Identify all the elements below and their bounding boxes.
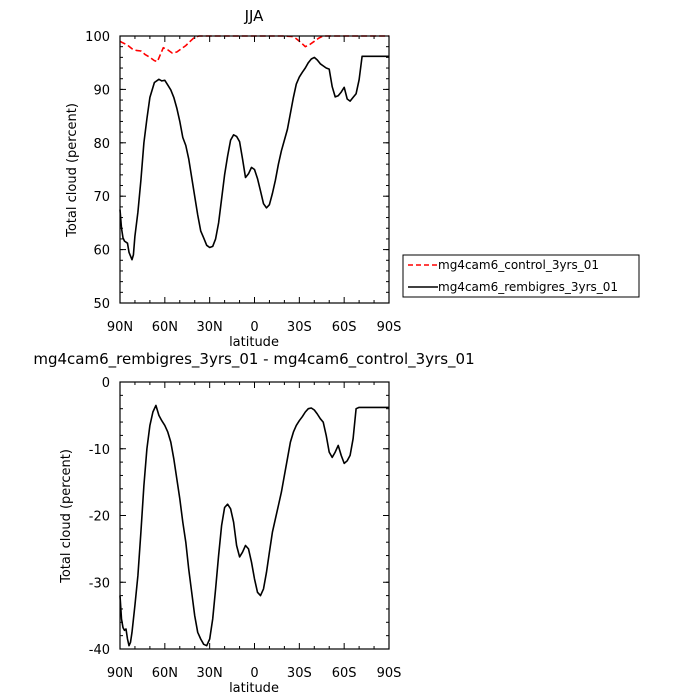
x-tick-label: 0 <box>250 320 258 335</box>
x-tick-label: 90S <box>377 666 402 681</box>
top-y-axis-label: Total cloud (percent) <box>65 103 80 238</box>
series-line-1-0 <box>119 404 389 647</box>
legend-box <box>402 254 640 298</box>
bottom-x-axis-label: latitude <box>229 681 279 696</box>
x-tick-label: 30S <box>287 320 312 335</box>
top-panel: JJA 90N 60N 30N 0 30S 60S 90S 50 60 70 80 90 100 lat… <box>65 7 401 350</box>
y-tick-label: 0 <box>102 376 110 391</box>
y-tick-label: 70 <box>93 190 110 205</box>
x-tick-label: 30N <box>197 666 223 681</box>
x-tick-label: 60N <box>152 320 178 335</box>
y-tick-label: 60 <box>93 244 110 259</box>
x-tick-label: 60N <box>152 666 178 681</box>
top-x-axis-label: latitude <box>229 335 279 350</box>
legend-label-rembigres: mg4cam6_rembigres_3yrs_01 <box>438 280 618 294</box>
top-panel-title: JJA <box>244 7 265 25</box>
legend: mg4cam6_control_3yrs_01 mg4cam6_rembigre… <box>402 254 640 298</box>
x-tick-label: 60S <box>332 666 357 681</box>
x-tick-label: 30S <box>287 666 312 681</box>
y-tick-label: -10 <box>89 443 110 458</box>
series-line-0-1 <box>119 55 389 261</box>
y-tick-label: -30 <box>89 576 110 591</box>
y-tick-label: -20 <box>89 510 110 525</box>
y-tick-label: 80 <box>93 137 110 152</box>
bottom-panel: mg4cam6_rembigres_3yrs_01 - mg4cam6_cont… <box>33 350 474 696</box>
x-tick-label: 90S <box>377 320 402 335</box>
y-tick-label: 90 <box>93 83 110 98</box>
bottom-y-axis-label: Total cloud (percent) <box>59 449 74 584</box>
x-tick-label: 30N <box>197 320 223 335</box>
y-tick-label: 50 <box>93 297 110 312</box>
y-tick-label: -40 <box>89 643 110 658</box>
bottom-panel-title: mg4cam6_rembigres_3yrs_01 - mg4cam6_cont… <box>33 350 474 369</box>
x-tick-label: 90N <box>107 320 133 335</box>
x-tick-label: 0 <box>250 666 258 681</box>
x-tick-label: 90N <box>107 666 133 681</box>
y-tick-label: 100 <box>85 30 110 45</box>
x-tick-label: 60S <box>332 320 357 335</box>
bottom-plot-frame <box>119 381 390 650</box>
legend-label-control: mg4cam6_control_3yrs_01 <box>438 258 599 272</box>
